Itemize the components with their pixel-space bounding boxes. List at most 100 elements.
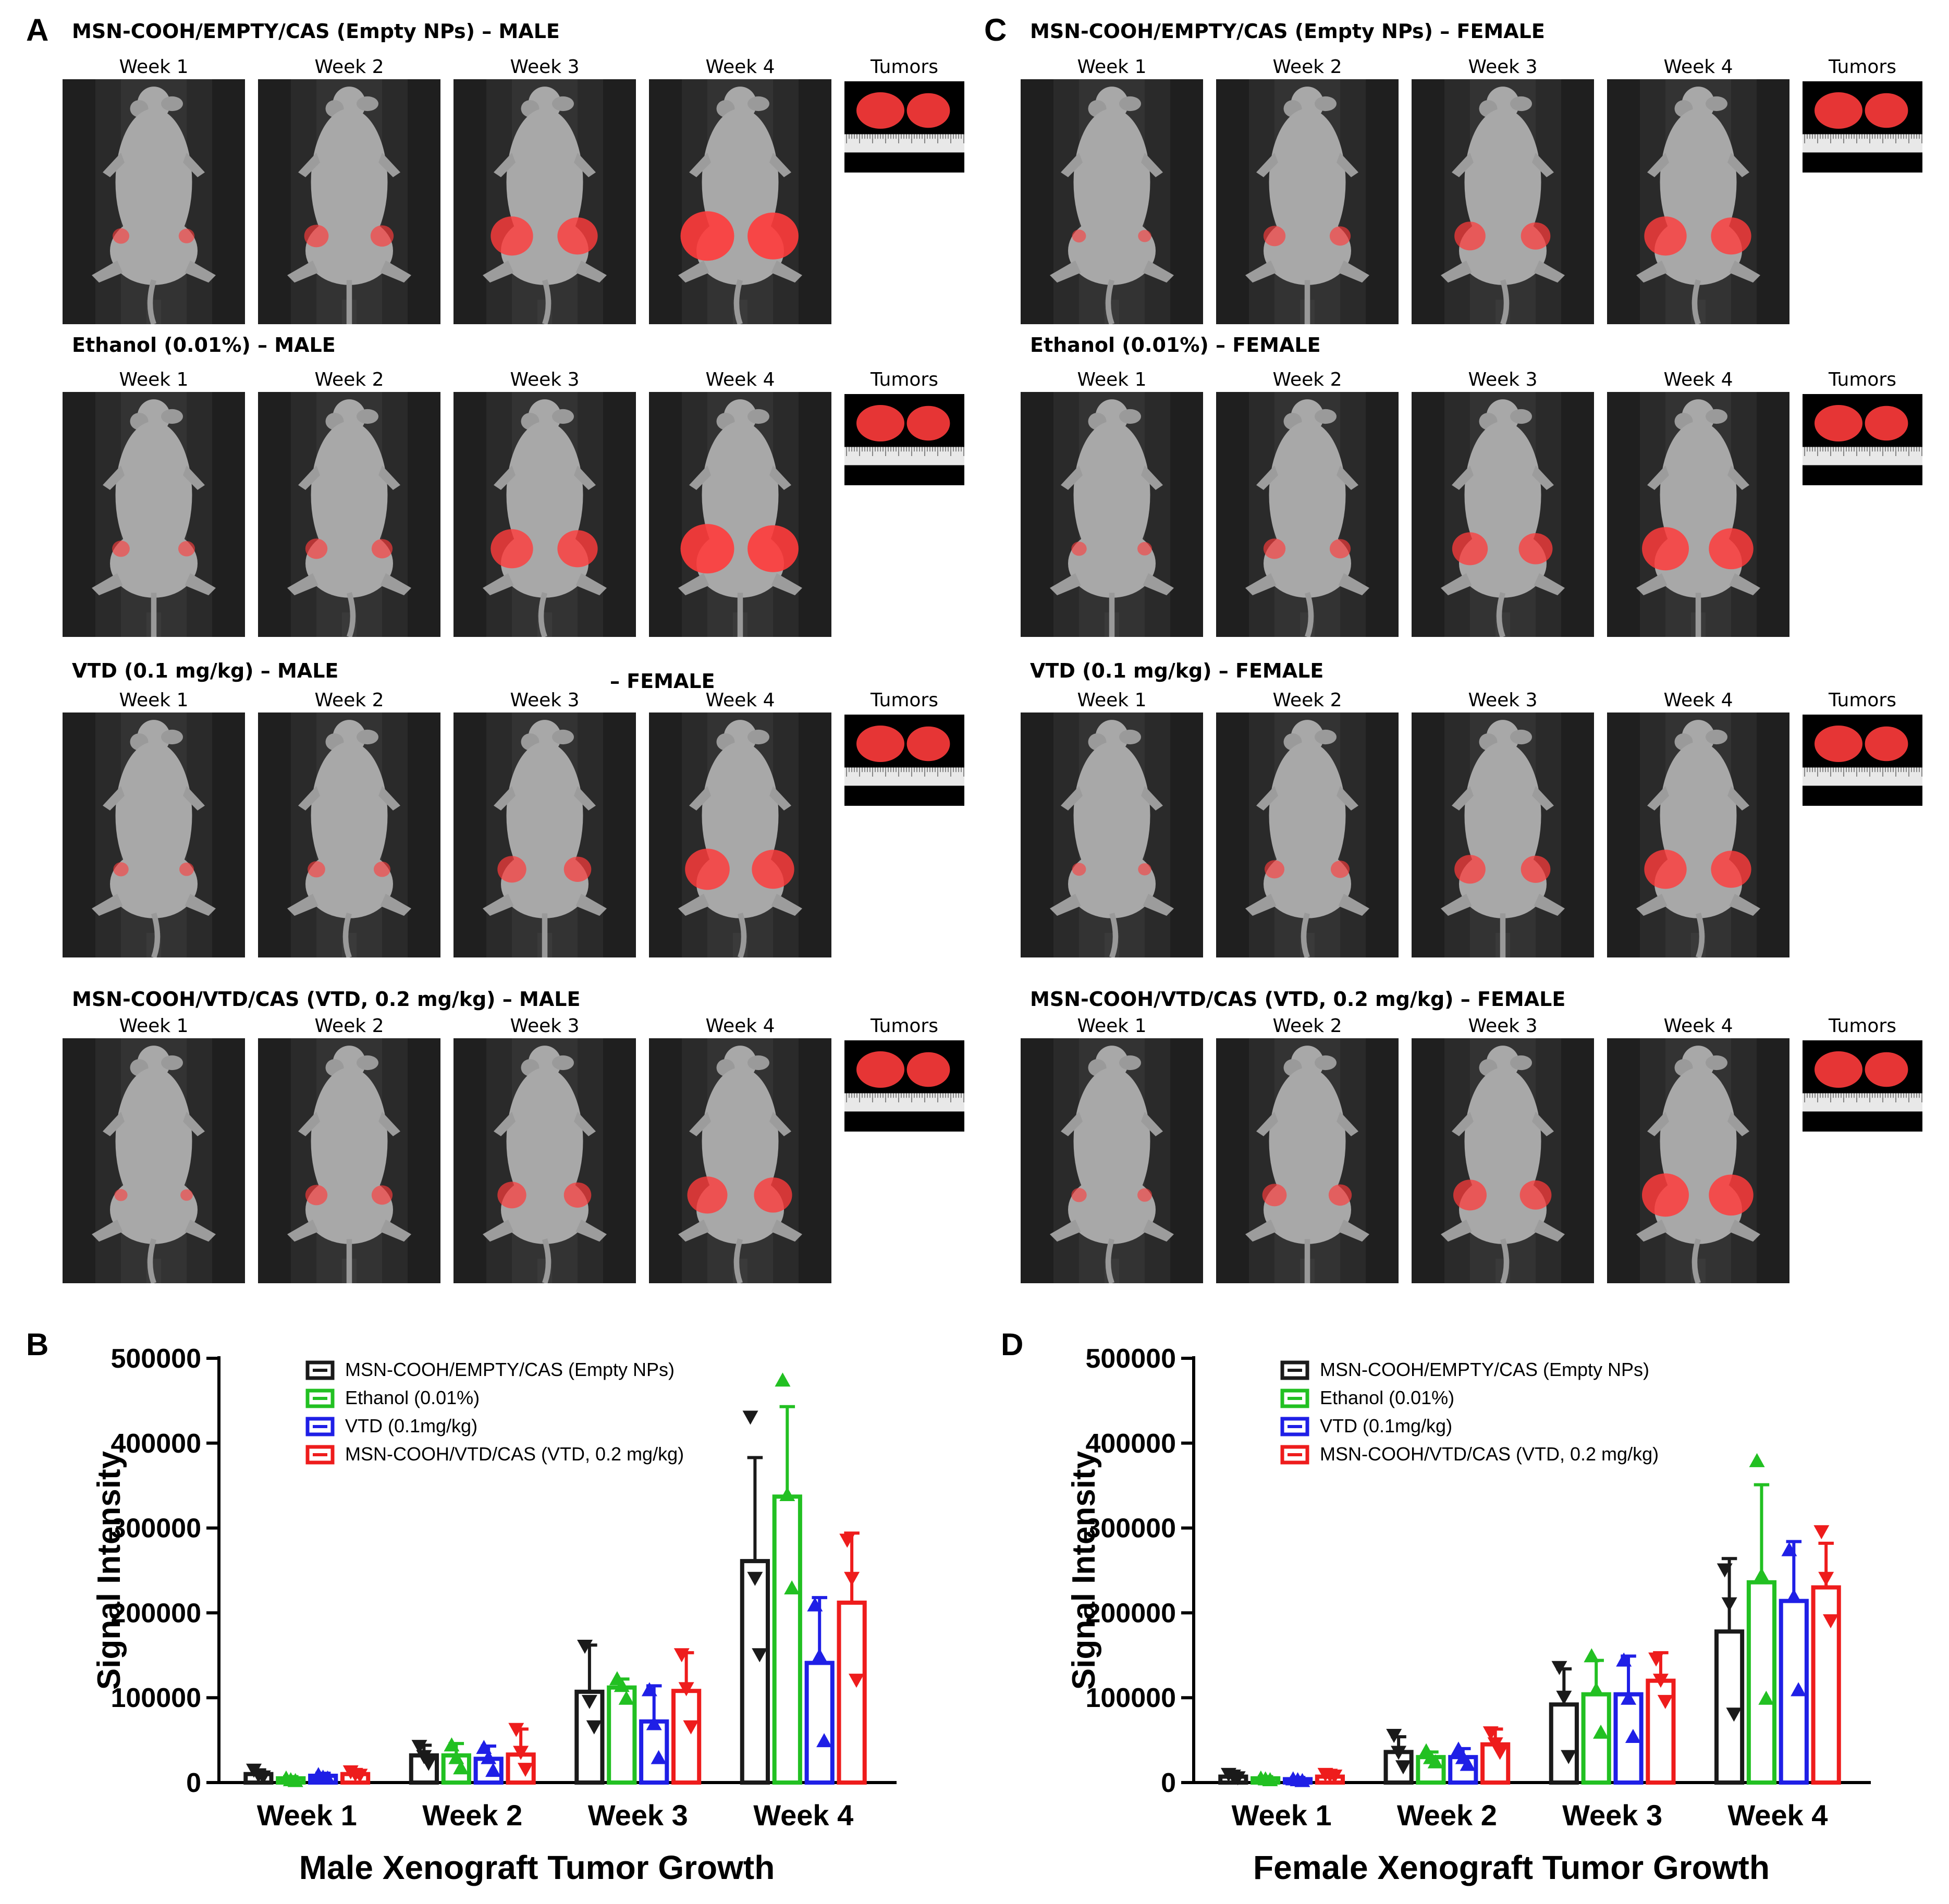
mouse-image	[1216, 392, 1399, 637]
data-point	[1294, 1773, 1310, 1787]
x-tick-label: Week 3	[1562, 1799, 1662, 1832]
bar-group	[1315, 1767, 1345, 1785]
y-axis-label: Signal Intensity	[91, 1451, 127, 1690]
data-point	[517, 1763, 533, 1777]
bar-group	[1448, 1741, 1478, 1785]
data-point	[287, 1773, 303, 1787]
data-point	[1717, 1563, 1733, 1578]
data-point	[1427, 1754, 1443, 1768]
tumor-image	[844, 1040, 964, 1132]
y-tick-label: 0	[186, 1768, 201, 1798]
bar-group	[276, 1770, 306, 1787]
bar-group	[1218, 1767, 1248, 1786]
bar-group	[1646, 1651, 1676, 1785]
mouse-image	[258, 79, 440, 324]
week-label: Week 3	[510, 369, 580, 390]
bar-group	[1811, 1525, 1841, 1785]
row-title: MSN-COOH/VTD/CAS (VTD, 0.2 mg/kg) – MALE	[72, 988, 581, 1011]
tumor-image	[1803, 394, 1922, 485]
data-point	[1648, 1652, 1664, 1667]
week-label: Week 2	[1272, 369, 1342, 390]
data-point	[1492, 1746, 1508, 1760]
data-point	[421, 1756, 437, 1771]
data-point	[513, 1746, 529, 1760]
bar-group	[340, 1765, 371, 1785]
data-point	[1781, 1542, 1797, 1556]
bar	[837, 1600, 867, 1785]
data-point	[448, 1750, 464, 1764]
tumor-image	[844, 715, 964, 806]
mouse-image	[63, 713, 245, 957]
y-tick-label: 100000	[111, 1683, 201, 1713]
x-tick-label: Week 1	[1232, 1799, 1332, 1832]
chart-svg: B 0 100000 200000 300000 400000 500000 Signal I…	[26, 1327, 897, 1886]
week-label: Week 1	[119, 1015, 189, 1037]
tumor-image	[844, 81, 964, 173]
panel-letter-c: C	[984, 13, 1007, 47]
bar	[639, 1719, 669, 1785]
mouse-image	[1412, 79, 1594, 324]
bar	[1746, 1580, 1777, 1785]
row-title: Ethanol (0.01%) – FEMALE	[1030, 334, 1321, 357]
tumor-image	[1803, 1040, 1922, 1132]
legend: MSN-COOH/EMPTY/CAS (Empty NPs) Ethanol (0…	[305, 1359, 684, 1465]
bar-group	[772, 1372, 802, 1785]
tumors-label: Tumors	[1829, 369, 1896, 390]
y-tick-label: 400000	[1085, 1429, 1176, 1459]
mouse-image	[1607, 713, 1789, 957]
week-label: Week 1	[119, 56, 189, 78]
week-label: Week 1	[1077, 369, 1147, 390]
legend-label: VTD (0.1mg/kg)	[345, 1415, 477, 1436]
legend-label: MSN-COOH/VTD/CAS (VTD, 0.2 mg/kg)	[1320, 1443, 1659, 1465]
bar-group	[473, 1740, 504, 1785]
data-point	[508, 1723, 524, 1737]
data-point	[1621, 1690, 1637, 1705]
data-point	[1460, 1756, 1476, 1771]
week-label: Week 2	[1272, 690, 1342, 711]
x-tick-label: Week 2	[422, 1799, 522, 1832]
week-label: Week 3	[510, 690, 580, 711]
week-label: Week 4	[1663, 369, 1733, 390]
week-label: Week 2	[314, 369, 384, 390]
tumors-label: Tumors	[871, 369, 938, 390]
x-tick-label: Week 4	[753, 1799, 853, 1832]
row-title: VTD (0.1 mg/kg) – FEMALE	[1030, 659, 1324, 682]
bar-group	[1613, 1652, 1644, 1785]
week-label: Week 3	[1468, 1015, 1538, 1037]
bar-group	[1714, 1557, 1745, 1785]
legend-swatch	[305, 1389, 335, 1408]
data-point	[742, 1410, 758, 1425]
y-tick-label: 300000	[1085, 1514, 1176, 1544]
week-label: Week 4	[1663, 56, 1733, 78]
data-point	[1556, 1690, 1572, 1705]
bar-group	[639, 1682, 669, 1785]
data-point	[839, 1533, 855, 1548]
week-label: Week 1	[1077, 56, 1147, 78]
data-point	[1482, 1726, 1499, 1741]
week-label: Week 1	[119, 690, 189, 711]
mouse-image	[1412, 392, 1594, 637]
data-point	[1749, 1453, 1765, 1467]
mouse-image	[1607, 1038, 1789, 1283]
data-point	[1588, 1682, 1604, 1697]
data-point	[1791, 1682, 1807, 1697]
y-tick-label: 100000	[1085, 1683, 1176, 1713]
data-point	[683, 1720, 699, 1735]
row-title: Ethanol (0.01%) – MALE	[72, 334, 336, 357]
error-bar	[747, 1456, 763, 1562]
legend-label: MSN-COOH/EMPTY/CAS (Empty NPs)	[345, 1359, 675, 1380]
data-point	[651, 1750, 667, 1764]
y-tick-label: 200000	[111, 1598, 201, 1628]
data-point	[485, 1763, 501, 1777]
bar-group	[441, 1737, 471, 1785]
bar-group	[671, 1648, 702, 1785]
panel-letter-a: A	[26, 13, 49, 47]
data-point	[1786, 1589, 1802, 1603]
mouse-image	[1412, 713, 1594, 957]
data-point	[1726, 1708, 1742, 1722]
data-point	[1487, 1737, 1503, 1752]
data-point	[1327, 1770, 1343, 1784]
week-label: Week 1	[119, 369, 189, 390]
bar-group	[409, 1740, 439, 1785]
data-point	[807, 1597, 823, 1612]
